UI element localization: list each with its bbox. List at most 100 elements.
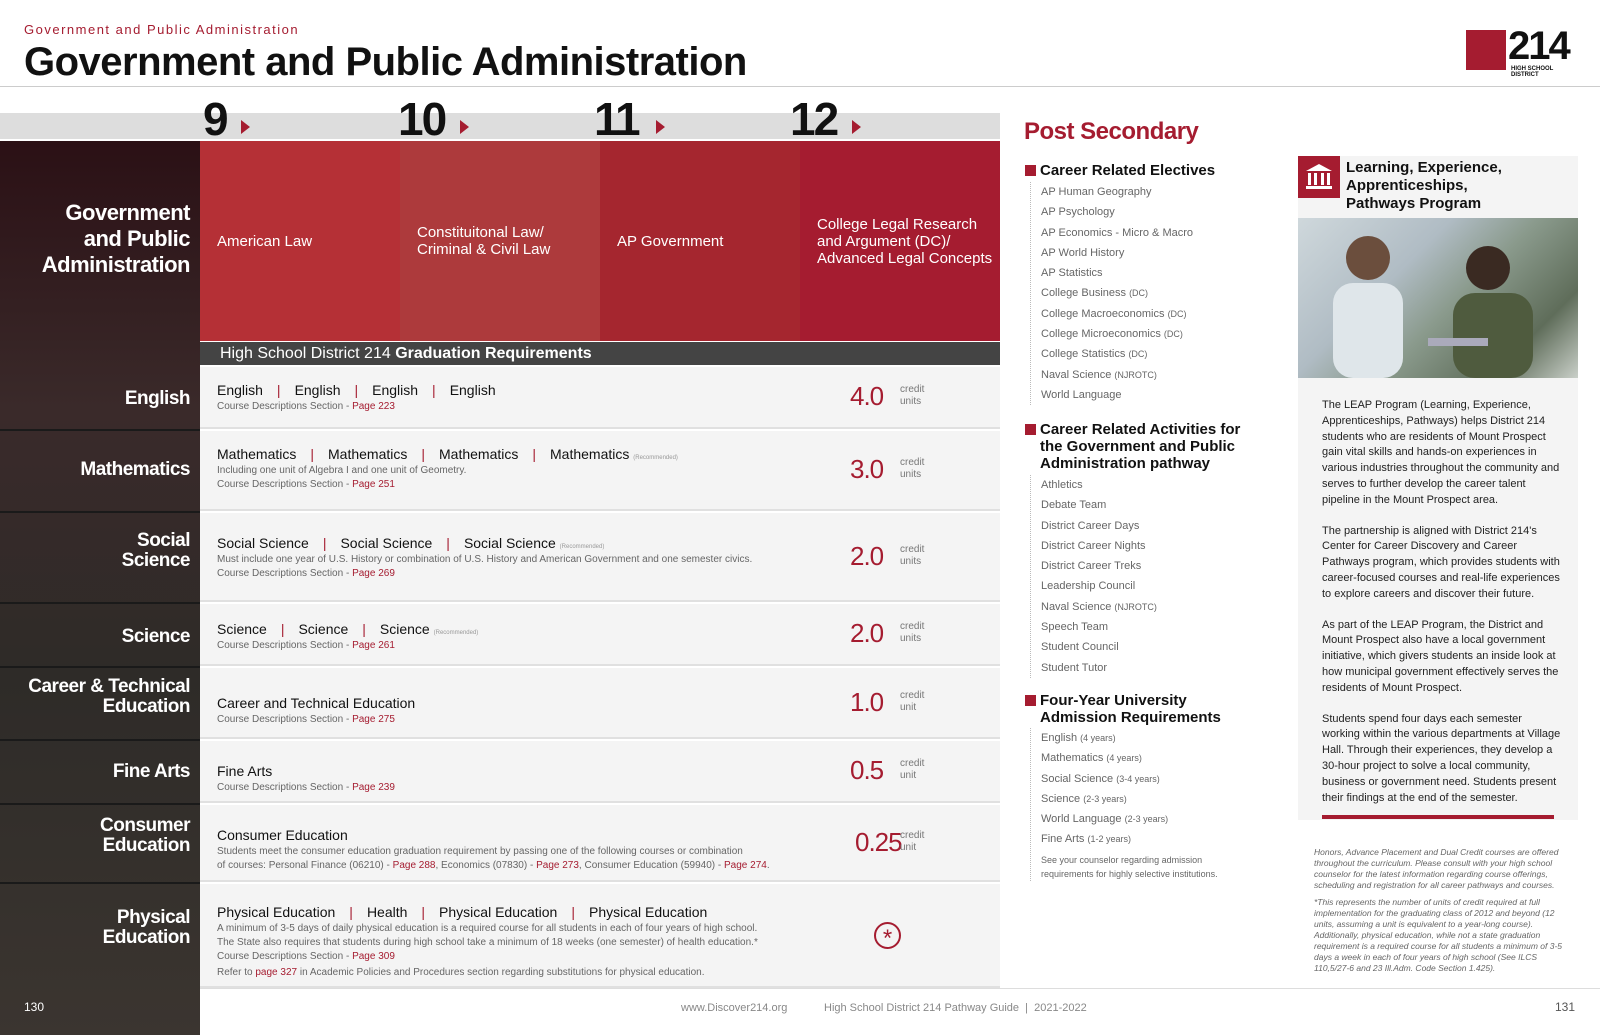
heading-line: the Government and Public xyxy=(1040,438,1236,455)
logo-mark-icon xyxy=(1466,30,1506,70)
row-divider xyxy=(0,666,200,668)
row-notes: A minimum of 3-5 days of daily physical … xyxy=(217,922,758,980)
course-name: AP Government xyxy=(617,233,723,250)
item-note: (NJROTC) xyxy=(1114,369,1157,380)
leap-title-line: Pathways Program xyxy=(1346,195,1482,212)
item-note: (3-4 years) xyxy=(1116,773,1160,784)
row-label: Career & Technical Education xyxy=(0,677,190,717)
page-link: Page 288 xyxy=(392,860,436,871)
credit-value: 0.25 xyxy=(855,826,903,857)
row-courses: Career and Technical Education xyxy=(217,695,415,711)
note-text: of courses: Personal Finance (06210) - xyxy=(217,860,393,871)
row-label-line: Mathematics xyxy=(80,459,190,480)
requirement-row xyxy=(200,367,1000,429)
course-name: English xyxy=(294,382,341,398)
course-line: and Argument (DC)/ xyxy=(817,232,951,250)
credit-label-line: units xyxy=(900,555,922,567)
row-notes: Course Descriptions Section - Page 275 xyxy=(217,713,395,727)
row-label-line: Career & Technical xyxy=(28,676,190,697)
elective-item: College Macroeconomics (DC) xyxy=(1041,304,1193,324)
row-label: Science xyxy=(0,627,191,647)
course-name: Science xyxy=(379,621,430,637)
heading-line: Four-Year University xyxy=(1040,692,1187,709)
credit-label-line: units xyxy=(900,633,922,644)
course-box-grade-11: AP Government xyxy=(600,141,800,341)
note-line: Including one unit of Algebra I and one … xyxy=(217,465,467,476)
activity-item: Naval Science (NJROTC) xyxy=(1041,597,1157,617)
separator: | xyxy=(432,382,436,398)
item-text: English xyxy=(1041,732,1081,744)
credit-label-line: credit xyxy=(900,457,925,468)
asterisk-circle-icon: * xyxy=(874,922,901,952)
item-note: (DC) xyxy=(1128,349,1148,360)
activity-item: Speech Team xyxy=(1041,617,1157,637)
item-text: Leadership Council xyxy=(1041,580,1136,593)
credit-label: credit unit xyxy=(900,758,924,782)
row-label-line: Education xyxy=(102,927,191,948)
elective-item: AP Psychology xyxy=(1041,202,1193,222)
elective-item: World Language xyxy=(1041,385,1193,405)
section-marker-icon xyxy=(1025,165,1036,176)
course-name: Mathematics xyxy=(550,446,630,462)
admission-item: Mathematics (4 years) xyxy=(1041,748,1218,768)
separator: | xyxy=(276,382,281,398)
row-courses: English | English | English | English xyxy=(217,382,496,398)
course-line: Criminal & Civil Law xyxy=(417,241,551,258)
page-title: Government and Public Administration xyxy=(24,40,747,84)
course-name: College Legal Research and Argument (DC)/… xyxy=(817,216,992,267)
activity-item: Athletics xyxy=(1041,475,1157,495)
header-divider xyxy=(0,86,1600,87)
page-number-right: 131 xyxy=(1555,1000,1576,1014)
row-label: Mathematics xyxy=(0,460,190,480)
requirement-row xyxy=(200,513,1000,602)
course-box-grade-9: American Law xyxy=(200,141,400,341)
item-text: District Career Treks xyxy=(1041,560,1142,573)
item-text: Student Council xyxy=(1041,641,1119,654)
section-marker-icon xyxy=(1025,424,1036,435)
elective-heading: Career Related Electives xyxy=(1040,162,1215,179)
course-name: Mathematics xyxy=(328,446,408,462)
item-text: AP Human Geography xyxy=(1041,186,1152,198)
elective-item: AP World History xyxy=(1041,243,1193,263)
heading-line: Career Related Electives xyxy=(1040,162,1216,179)
admission-item: Fine Arts (1-2 years) xyxy=(1041,829,1218,849)
elective-item: College Microeconomics (DC) xyxy=(1041,324,1193,344)
item-note: (4 years) xyxy=(1106,753,1142,764)
item-text: Naval Science xyxy=(1041,600,1115,613)
grad-bar-prefix: High School District 214 xyxy=(220,345,396,362)
footer-url[interactable]: www.Discover214.org xyxy=(681,1002,788,1014)
row-courses: Science | Science | Science (Recommended) xyxy=(217,621,478,637)
page-prefix: Course Descriptions Section - xyxy=(217,714,353,725)
row-divider xyxy=(0,511,200,513)
course-line: College Legal Research xyxy=(817,215,978,233)
course-name: Science xyxy=(298,621,349,637)
footnote: Honors, Advance Placement and Dual Credi… xyxy=(1314,847,1559,890)
admission-heading: Four-Year University Admission Requiremen… xyxy=(1040,692,1221,726)
logo-subtitle: HIGH SCHOOL DISTRICT xyxy=(1511,66,1554,78)
item-text: College Macroeconomics xyxy=(1041,307,1168,320)
leap-accent-line xyxy=(1322,815,1554,819)
row-notes: Students meet the consumer education gra… xyxy=(217,845,770,873)
page-number-left: 130 xyxy=(24,1000,45,1014)
course-name: Constituitonal Law/Criminal & Civil Law xyxy=(417,224,550,258)
item-text: Debate Team xyxy=(1041,499,1107,512)
grad-bar-bold: Graduation Requirements xyxy=(395,345,592,362)
leap-description: The LEAP Program (Learning, Experience, … xyxy=(1322,398,1562,821)
activity-item: Student Council xyxy=(1041,637,1157,657)
note-line: A minimum of 3-5 days of daily physical … xyxy=(217,923,758,934)
separator: | xyxy=(532,446,536,462)
separator: | xyxy=(421,446,425,462)
item-text: College Statistics xyxy=(1041,348,1129,361)
chevron-right-icon xyxy=(241,120,250,134)
page-link: Page 275 xyxy=(352,714,395,725)
separator: | xyxy=(354,382,359,398)
item-text: Student Tutor xyxy=(1041,661,1108,674)
page-prefix: Course Descriptions Section - xyxy=(217,568,353,579)
row-label-line: Science xyxy=(121,550,191,571)
page-link: Page 274 xyxy=(724,860,767,871)
item-text: Speech Team xyxy=(1041,621,1109,634)
note-line: The State also requires that students du… xyxy=(217,937,758,948)
page-prefix: Course Descriptions Section - xyxy=(217,640,353,651)
note-text: . xyxy=(766,860,770,871)
graduation-requirements-bar: High School District 214 Graduation Requ… xyxy=(200,342,1000,365)
